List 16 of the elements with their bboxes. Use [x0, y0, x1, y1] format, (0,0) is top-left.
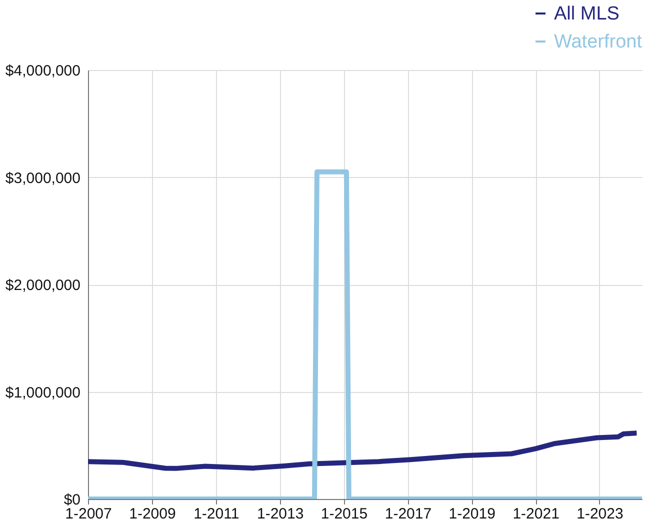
x-tick-label: 1-2009	[129, 506, 176, 522]
x-tick-label: 1-2023	[576, 506, 624, 522]
legend-label: Waterfront	[554, 32, 643, 52]
y-tick-label: $2,000,000	[5, 277, 80, 294]
x-tick-label: 1-2019	[448, 506, 496, 522]
x-tick-label: 1-2017	[384, 506, 432, 522]
x-tick-label: 1-2007	[65, 506, 112, 522]
y-tick-label: $3,000,000	[5, 170, 80, 187]
legend-label: All MLS	[554, 4, 620, 24]
y-tick-label: $4,000,000	[5, 62, 80, 80]
x-tick-label: 1-2013	[256, 506, 304, 522]
x-tick-label: 1-2011	[194, 506, 240, 522]
y-tick-label: $1,000,000	[5, 384, 80, 402]
x-tick-label: 1-2015	[320, 506, 368, 522]
y-tick-label: $0	[64, 492, 80, 508]
x-tick-label: 1-2021	[512, 506, 560, 522]
